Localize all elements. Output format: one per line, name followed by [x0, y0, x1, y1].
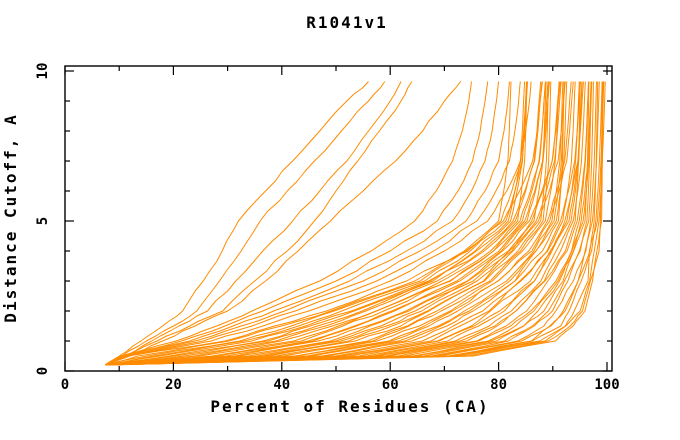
model-curve [105, 81, 603, 366]
model-curve [104, 81, 521, 366]
x-axis-label: Percent of Residues (CA) [210, 397, 489, 416]
model-curve [105, 81, 584, 366]
x-tick-label: 0 [61, 377, 69, 393]
model-curve [104, 81, 462, 366]
model-curve [104, 81, 369, 366]
model-curve [104, 81, 543, 366]
y-axis-ticks [65, 70, 612, 372]
model-curve [104, 81, 500, 366]
model-curve [105, 81, 547, 366]
model-curve [105, 81, 561, 366]
model-curve [105, 81, 606, 366]
x-tick-label: 60 [382, 377, 399, 393]
y-tick-label: 10 [35, 63, 51, 80]
x-axis-ticks [64, 66, 608, 371]
model-curve [105, 81, 572, 366]
model-curve [105, 81, 543, 366]
model-curve [105, 81, 560, 366]
model-curve [105, 81, 592, 366]
curves [104, 81, 606, 366]
model-curve [105, 81, 586, 366]
model-curve [105, 81, 549, 366]
model-curve [104, 81, 489, 366]
model-curve [105, 81, 599, 366]
x-axis-tick-labels: 0 20 40 60 80 100 [61, 377, 620, 393]
model-curve [104, 81, 512, 366]
model-curve [105, 81, 560, 366]
model-curve [105, 81, 550, 366]
model-curve [105, 81, 566, 366]
model-curve [105, 81, 574, 366]
model-curve [105, 81, 565, 366]
model-curve [105, 81, 582, 366]
model-curve [105, 81, 565, 366]
model-curve [104, 81, 528, 366]
model-curve [105, 81, 547, 366]
model-curve [105, 81, 594, 366]
plot-frame [64, 65, 613, 372]
model-curve [104, 81, 402, 366]
model-curve [104, 81, 510, 366]
model-curve [105, 81, 549, 366]
y-tick-label: 0 [35, 367, 51, 375]
model-curve [104, 81, 532, 366]
model-curve [104, 81, 413, 366]
y-tick-label: 5 [35, 217, 51, 225]
model-curve [105, 81, 552, 366]
model-curve [105, 81, 605, 366]
x-tick-label: 80 [490, 377, 507, 393]
model-curve [105, 81, 597, 366]
plot-border [64, 65, 613, 372]
y-axis-label: Distance Cutoff, A [1, 113, 20, 322]
model-curve [105, 81, 562, 366]
y-axis-tick-labels: 0 5 10 [35, 63, 51, 376]
chart-title: R1041v1 [306, 13, 387, 32]
x-tick-label: 100 [594, 377, 619, 393]
x-tick-label: 40 [273, 377, 290, 393]
model-curve [104, 81, 472, 366]
model-curve [105, 81, 590, 366]
model-curve [105, 81, 576, 366]
model-curve [105, 81, 529, 366]
x-tick-label: 20 [165, 377, 182, 393]
model-curve [105, 81, 526, 366]
model-curve [105, 81, 600, 366]
model-curve [104, 81, 386, 366]
